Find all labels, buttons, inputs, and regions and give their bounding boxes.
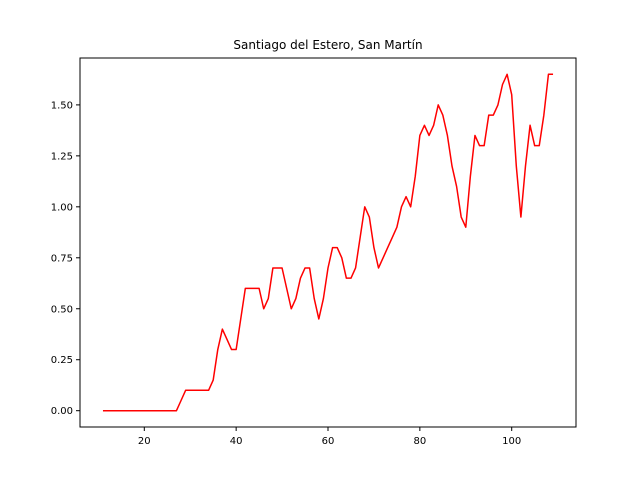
y-tick-label: 0.00 bbox=[51, 406, 73, 417]
plot-frame bbox=[79, 57, 577, 428]
series-line-0 bbox=[102, 73, 554, 412]
x-tick-label: 60 bbox=[322, 436, 335, 447]
y-tick-label: 0.25 bbox=[51, 355, 73, 366]
x-tick-label: 40 bbox=[230, 436, 243, 447]
x-tick-label: 20 bbox=[138, 436, 151, 447]
x-tick-label: 100 bbox=[502, 436, 521, 447]
y-tick-label: 1.25 bbox=[51, 151, 73, 162]
chart-title: Santiago del Estero, San Martín bbox=[233, 38, 422, 52]
y-tick-label: 1.00 bbox=[51, 202, 73, 213]
x-tick-label: 80 bbox=[413, 436, 426, 447]
y-tick-label: 0.75 bbox=[51, 253, 73, 264]
y-tick-label: 0.50 bbox=[51, 304, 73, 315]
y-tick-label: 1.50 bbox=[51, 100, 73, 111]
